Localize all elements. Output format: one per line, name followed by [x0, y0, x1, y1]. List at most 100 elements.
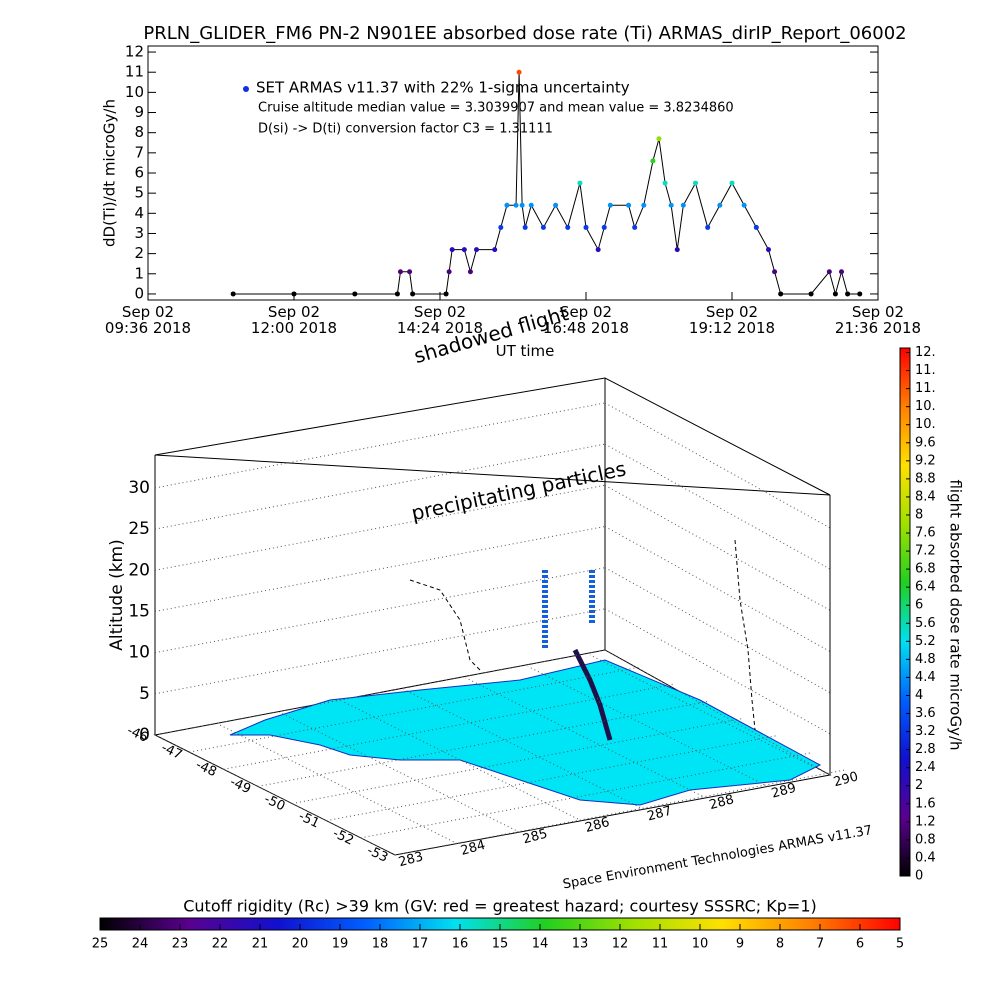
colorbar-tick-label: 3.6 — [915, 706, 936, 721]
y-tick-label: 6 — [134, 164, 144, 182]
lon-tick-label: 287 — [646, 804, 674, 825]
data-point — [352, 291, 358, 297]
z-tick-label: 0 — [139, 725, 150, 745]
lat-grid-line — [223, 683, 674, 770]
colorbar-tick-label: 8.4 — [915, 489, 936, 504]
annotation: Cruise altitude median value = 3.3039907… — [258, 101, 734, 116]
lat-grid-line — [189, 666, 640, 753]
colorbar-tick-label: 2.4 — [915, 760, 936, 775]
lon-grid-line — [403, 688, 644, 810]
x-tick-label: Sep 02 19:12 2018 — [688, 303, 776, 337]
legend-label: SET ARMAS v11.37 with 22% 1-sigma uncert… — [256, 79, 630, 97]
data-point — [693, 180, 698, 186]
z-grid-line — [604, 567, 831, 694]
colorbar-tick-label: 0 — [915, 869, 923, 884]
x-tick-label: Sep 02 14:24 2018 — [396, 303, 484, 337]
y-tick-label: 7 — [134, 143, 144, 161]
z-grid-line — [604, 484, 831, 611]
lat-grid-line — [292, 718, 743, 805]
y-tick-label: 10 — [125, 83, 144, 101]
colorbar-tick-label: 6.4 — [915, 580, 936, 595]
lat-grid-line — [154, 649, 606, 736]
lat-tick-label: -52 — [330, 826, 356, 849]
colorbar — [899, 347, 911, 877]
chart-title: PRLN_GLIDER_FM6 PN-2 N901EE absorbed dos… — [143, 23, 906, 44]
lon-grid-line — [154, 734, 396, 856]
colorbar-tick-label: 10. — [915, 417, 936, 432]
credit: Space Environment Technologies ARMAS v11… — [562, 823, 874, 892]
colorbar-tick-label: 7 — [816, 937, 824, 952]
lat-grid-line — [360, 752, 811, 839]
data-point — [717, 202, 723, 208]
data-point — [528, 202, 534, 208]
lon-grid-line — [589, 654, 831, 776]
colorbar-tick-label: 21 — [252, 937, 269, 952]
lat-tick-label: -53 — [365, 843, 391, 866]
data-point — [443, 291, 449, 297]
colorbar-tick-label: 8 — [776, 937, 784, 952]
data-point — [753, 224, 759, 230]
data-point — [595, 247, 601, 253]
colorbar-tick-label: 20 — [292, 937, 309, 952]
data-point — [504, 202, 510, 208]
data-point — [461, 247, 467, 253]
colorbar-tick-label: 18 — [372, 937, 389, 952]
x-axis-label: UT time — [495, 342, 555, 360]
colorbar-tick-label: 23 — [172, 937, 189, 952]
data-point — [607, 202, 613, 208]
colorbar-tick-label: 12 — [612, 937, 629, 952]
z-tick-label: 25 — [128, 519, 150, 539]
colorbar-tick-label: 6.8 — [915, 562, 936, 577]
data-point — [680, 202, 686, 208]
colorbar-tick-label: 10 — [692, 937, 709, 952]
data-point — [641, 202, 647, 208]
flight-projection — [734, 539, 756, 731]
z-grid-line — [154, 525, 606, 612]
z-grid-line — [604, 649, 831, 776]
data-point — [577, 180, 583, 186]
colorbar-tick-label: 1.6 — [915, 796, 936, 811]
colorbar-tick-label: 0.4 — [915, 850, 936, 865]
x-tick-label: Sep 02 21:36 2018 — [834, 303, 922, 337]
colorbar-tick-label: 6 — [915, 598, 923, 613]
colorbar-tick-label: 7.2 — [915, 544, 936, 559]
z-tick-label: 20 — [128, 560, 150, 580]
data-point — [449, 247, 455, 253]
data-point — [601, 224, 607, 230]
data-point — [778, 291, 784, 297]
colorbar-tick-label: 15 — [492, 937, 509, 952]
annotation: D(si) -> D(ti) conversion factor C3 = 1.… — [258, 122, 553, 137]
colorbar-tick-label: 25 — [92, 937, 109, 952]
z-tick-label: 15 — [128, 601, 150, 621]
colorbar-tick-label: 4.4 — [915, 670, 936, 685]
colorbar-tick-label: 8 — [915, 507, 923, 522]
data-point — [741, 202, 747, 208]
colorbar-tick-label: 9.2 — [915, 453, 936, 468]
colorbar-tick-label: 0.8 — [915, 832, 936, 847]
colorbar-tick-label: 19 — [332, 937, 349, 952]
lat-grid-line — [394, 769, 846, 856]
data-point — [766, 247, 771, 253]
lat-tick-label: -48 — [193, 758, 219, 781]
z-tick-label: 5 — [139, 684, 150, 704]
data-point — [474, 247, 479, 253]
flight-projection — [409, 579, 481, 671]
x-tick-label: Sep 02 09:36 2018 — [104, 303, 192, 337]
lon-grid-line — [216, 723, 458, 845]
lon-grid-line — [341, 700, 582, 822]
z-grid-line — [154, 567, 606, 654]
lat-tick-label: -50 — [262, 792, 288, 815]
data-point — [446, 269, 452, 275]
z-grid-line — [604, 443, 831, 570]
data-point — [729, 180, 735, 186]
colorbar-tick-label: 13 — [572, 937, 589, 952]
y-tick-label: 3 — [134, 224, 144, 242]
colorbar-tick-label: 3.2 — [915, 724, 936, 739]
flight-track — [572, 648, 613, 741]
colorbar-label: Cutoff rigidity (Rc) >39 km (GV: red = g… — [183, 897, 817, 916]
lon-tick-label: 283 — [397, 849, 425, 870]
colorbar-tick-label: 4.8 — [915, 652, 936, 667]
data-point — [839, 269, 844, 275]
annotation: precipitating particles — [409, 456, 628, 525]
